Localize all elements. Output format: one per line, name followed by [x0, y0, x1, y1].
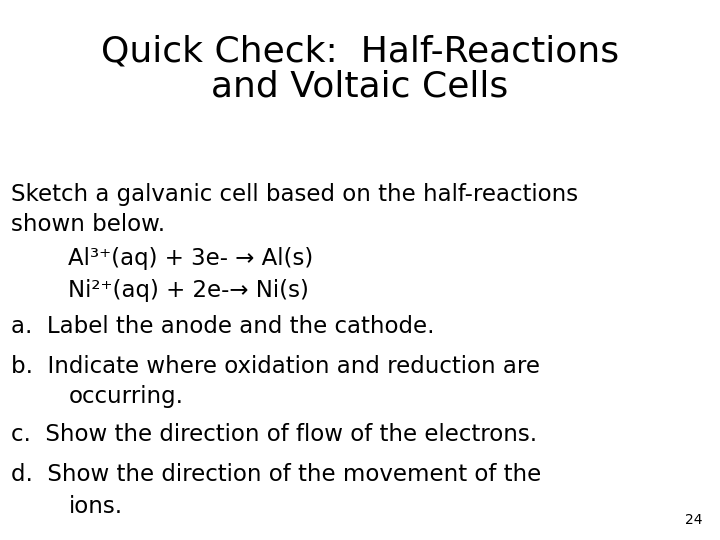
- Text: and Voltaic Cells: and Voltaic Cells: [212, 70, 508, 103]
- Text: Ni²⁺(aq) + 2e-→ Ni(s): Ni²⁺(aq) + 2e-→ Ni(s): [68, 279, 310, 302]
- Text: a.  Label the anode and the cathode.: a. Label the anode and the cathode.: [11, 315, 434, 338]
- Text: 24: 24: [685, 512, 702, 526]
- Text: Al³⁺(aq) + 3e- → Al(s): Al³⁺(aq) + 3e- → Al(s): [68, 247, 314, 269]
- Text: c.  Show the direction of flow of the electrons.: c. Show the direction of flow of the ele…: [11, 423, 537, 446]
- Text: occurring.: occurring.: [68, 386, 184, 408]
- Text: Sketch a galvanic cell based on the half-reactions: Sketch a galvanic cell based on the half…: [11, 183, 578, 206]
- Text: d.  Show the direction of the movement of the: d. Show the direction of the movement of…: [11, 463, 541, 485]
- Text: ions.: ions.: [68, 495, 122, 518]
- Text: shown below.: shown below.: [11, 213, 165, 235]
- Text: Quick Check:  Half-Reactions: Quick Check: Half-Reactions: [101, 35, 619, 68]
- Text: b.  Indicate where oxidation and reduction are: b. Indicate where oxidation and reductio…: [11, 355, 540, 377]
